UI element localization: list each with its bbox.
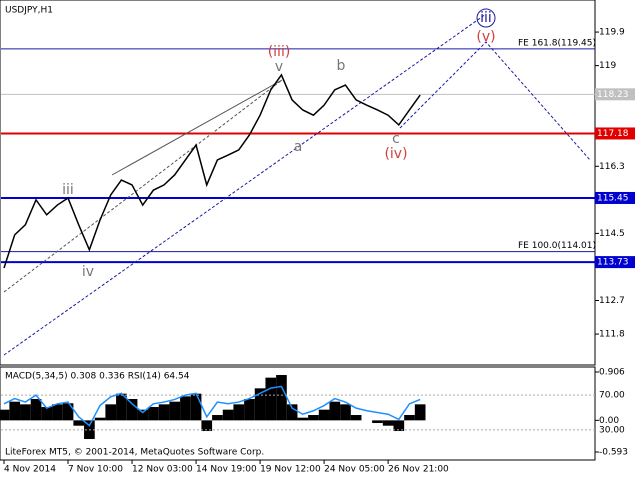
wave-label: (iii) bbox=[268, 44, 291, 60]
price-tag-label: 118.23 bbox=[597, 90, 629, 100]
x-tick-label: 4 Nov 2014 bbox=[4, 465, 56, 475]
macd-bar bbox=[148, 407, 159, 421]
trend-line bbox=[111, 79, 283, 176]
x-tick-label: 12 Nov 03:00 bbox=[132, 465, 193, 475]
macd-bar bbox=[9, 401, 21, 421]
macd-bar bbox=[180, 396, 191, 421]
price-tag-label: 115.45 bbox=[597, 193, 629, 203]
level-label: FE 100.0(114.01) bbox=[518, 241, 596, 251]
wave-label: c bbox=[392, 131, 400, 147]
price-line bbox=[3, 73, 421, 269]
macd-bar bbox=[350, 415, 362, 421]
trend-line bbox=[3, 13, 487, 356]
rsi-line bbox=[3, 385, 421, 427]
macd-bar bbox=[190, 393, 202, 421]
macd-tick-label: 0.906 bbox=[599, 368, 625, 378]
macd-bar bbox=[233, 404, 245, 421]
macd-bar bbox=[222, 409, 234, 421]
trend-line bbox=[3, 79, 283, 293]
price-tag bbox=[595, 191, 635, 204]
macd-bar bbox=[244, 399, 255, 421]
rsi-tick-label: 70.00 bbox=[599, 391, 625, 401]
y-tick-label: 114.5 bbox=[599, 229, 625, 239]
y-tick-label: 112.7 bbox=[599, 296, 625, 306]
chart-title: USDJPY,H1 bbox=[5, 6, 53, 16]
wave-label: v bbox=[275, 59, 283, 75]
wave-circle bbox=[476, 8, 496, 28]
y-tick-label: 119 bbox=[599, 61, 616, 71]
macd-bar bbox=[265, 377, 277, 421]
wave-label: b bbox=[337, 58, 346, 74]
macd-bar bbox=[276, 374, 287, 421]
macd-bar bbox=[414, 404, 426, 421]
price-tag bbox=[595, 127, 635, 140]
y-tick-label: 111.8 bbox=[599, 330, 625, 340]
macd-bar bbox=[404, 415, 415, 421]
wave-label: iii bbox=[62, 182, 74, 198]
macd-bar bbox=[158, 404, 170, 421]
price-tag-label: 113.73 bbox=[597, 258, 629, 268]
macd-bar bbox=[169, 401, 181, 421]
macd-bar bbox=[297, 417, 309, 421]
macd-bar bbox=[329, 401, 341, 421]
wave-label: iv bbox=[82, 264, 94, 280]
macd-bar bbox=[254, 388, 266, 421]
macd-bar bbox=[137, 409, 149, 421]
macd-bar bbox=[73, 420, 85, 426]
y-tick-label: 119.9 bbox=[599, 28, 625, 38]
macd-tick-label: 0.00 bbox=[599, 416, 619, 426]
macd-bar bbox=[62, 403, 74, 421]
macd-bar bbox=[201, 420, 213, 432]
x-tick-label: 26 Nov 21:00 bbox=[388, 465, 449, 475]
macd-bar bbox=[30, 399, 42, 421]
macd-bar bbox=[0, 409, 10, 421]
wave-label: iii bbox=[480, 10, 492, 26]
macd-bar bbox=[105, 404, 117, 421]
macd-bar bbox=[340, 404, 351, 421]
macd-bar bbox=[41, 407, 53, 421]
macd-bar bbox=[20, 404, 31, 421]
x-tick-label: 7 Nov 10:00 bbox=[68, 465, 123, 475]
indicator-pane bbox=[0, 366, 596, 461]
macd-bar bbox=[212, 415, 223, 421]
macd-bar bbox=[52, 404, 63, 421]
wave-label: (iv) bbox=[384, 146, 407, 162]
price-tag-label: 117.18 bbox=[597, 129, 629, 139]
wave-label: (v) bbox=[476, 29, 495, 45]
macd-bar bbox=[318, 409, 330, 421]
macd-tick-label: -0.593 bbox=[599, 448, 628, 458]
x-tick-label: 19 Nov 12:00 bbox=[260, 465, 321, 475]
macd-bar bbox=[286, 404, 298, 421]
wave-label: a bbox=[294, 139, 303, 155]
x-tick-label: 24 Nov 05:00 bbox=[324, 465, 385, 475]
macd-bar bbox=[308, 415, 319, 421]
x-tick-label: 14 Nov 19:00 bbox=[196, 465, 257, 475]
rsi-tick-label: 30.00 bbox=[599, 425, 625, 435]
macd-bar bbox=[393, 420, 405, 432]
main-pane bbox=[0, 0, 596, 366]
projection bbox=[399, 41, 591, 161]
macd-bar bbox=[94, 417, 106, 421]
price-tag bbox=[595, 88, 635, 101]
macd-bar bbox=[116, 393, 127, 421]
level-label: FE 161.8(119.45) bbox=[518, 38, 596, 48]
macd-bar bbox=[382, 420, 394, 426]
y-tick-label: 116.3 bbox=[599, 162, 625, 172]
indicator-title: MACD(5,34,5) 0.308 0.336 RSI(14) 64.54 bbox=[5, 372, 190, 382]
price-tag bbox=[595, 256, 635, 269]
footer: LiteForex MT5, © 2001-2014, MetaQuotes S… bbox=[5, 448, 264, 458]
macd-bar bbox=[126, 399, 138, 421]
macd-bar bbox=[372, 420, 383, 424]
